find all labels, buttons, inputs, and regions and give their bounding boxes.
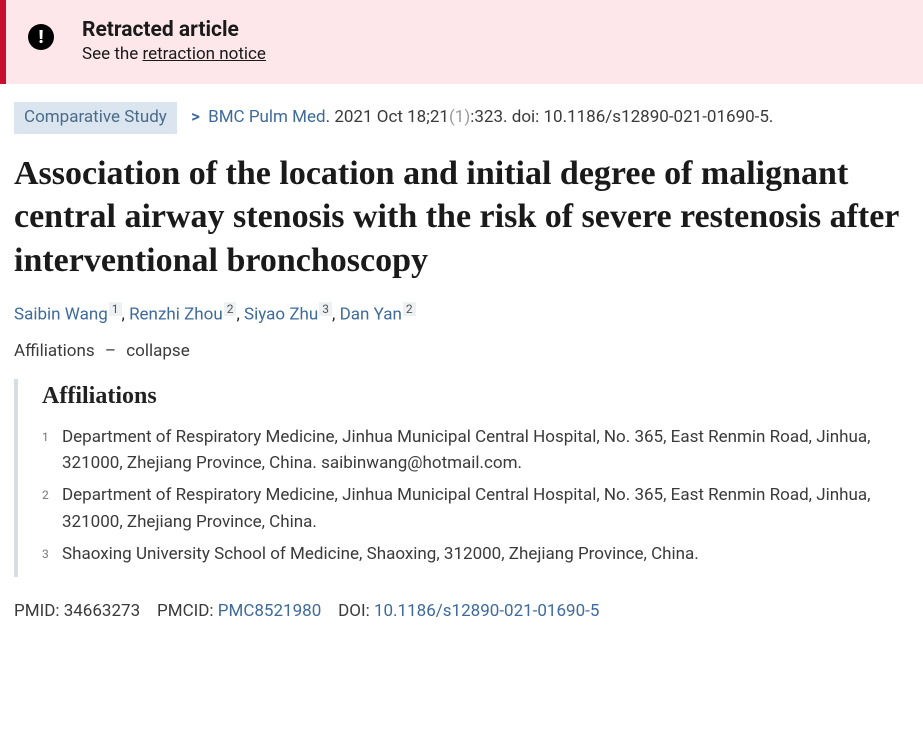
affiliations-heading: Affiliations: [42, 383, 909, 410]
collapse-icon: –: [105, 341, 116, 361]
affiliations-block: Affiliations 1 Department of Respiratory…: [14, 379, 909, 578]
author-affiliation-ref[interactable]: 2: [224, 302, 237, 316]
affiliation-item: 2 Department of Respiratory Medicine, Ji…: [42, 482, 909, 535]
author-list: Saibin Wang1, Renzhi Zhou2, Siyao Zhu3, …: [14, 302, 909, 325]
alert-icon: !: [28, 24, 54, 50]
identifier-row: PMID: 34663273 PMCID: PMC8521980 DOI: 10…: [14, 601, 909, 621]
journal-link[interactable]: BMC Pulm Med: [208, 107, 326, 127]
article-title: Association of the location and initial …: [14, 152, 909, 283]
doi-link[interactable]: 10.1186/s12890-021-01690-5: [374, 601, 599, 621]
retraction-notice-link[interactable]: retraction notice: [143, 44, 266, 64]
affiliation-item: 1 Department of Respiratory Medicine, Ji…: [42, 424, 909, 477]
affiliation-item: 3 Shaoxing University School of Medicine…: [42, 541, 909, 567]
author-affiliation-ref[interactable]: 2: [403, 302, 416, 316]
author-link[interactable]: Renzhi Zhou: [129, 305, 223, 325]
author-link[interactable]: Saibin Wang: [14, 305, 108, 325]
retraction-title: Retracted article: [82, 18, 266, 42]
author-link[interactable]: Dan Yan: [340, 305, 402, 325]
affiliations-toggle[interactable]: Affiliations – collapse: [14, 341, 909, 361]
pmid-value: 34663273: [64, 601, 140, 621]
author-affiliation-ref[interactable]: 1: [109, 302, 122, 316]
chevron-right-icon: >: [191, 107, 200, 127]
author-link[interactable]: Siyao Zhu: [244, 305, 318, 325]
publication-type-badge[interactable]: Comparative Study: [14, 102, 177, 134]
pmcid-link[interactable]: PMC8521980: [218, 601, 322, 621]
citation-meta: Comparative Study > BMC Pulm Med. 2021 O…: [14, 102, 909, 134]
retraction-banner: ! Retracted article See the retraction n…: [0, 0, 923, 84]
retraction-subtext: See the retraction notice: [82, 44, 266, 64]
author-affiliation-ref[interactable]: 3: [319, 302, 332, 316]
